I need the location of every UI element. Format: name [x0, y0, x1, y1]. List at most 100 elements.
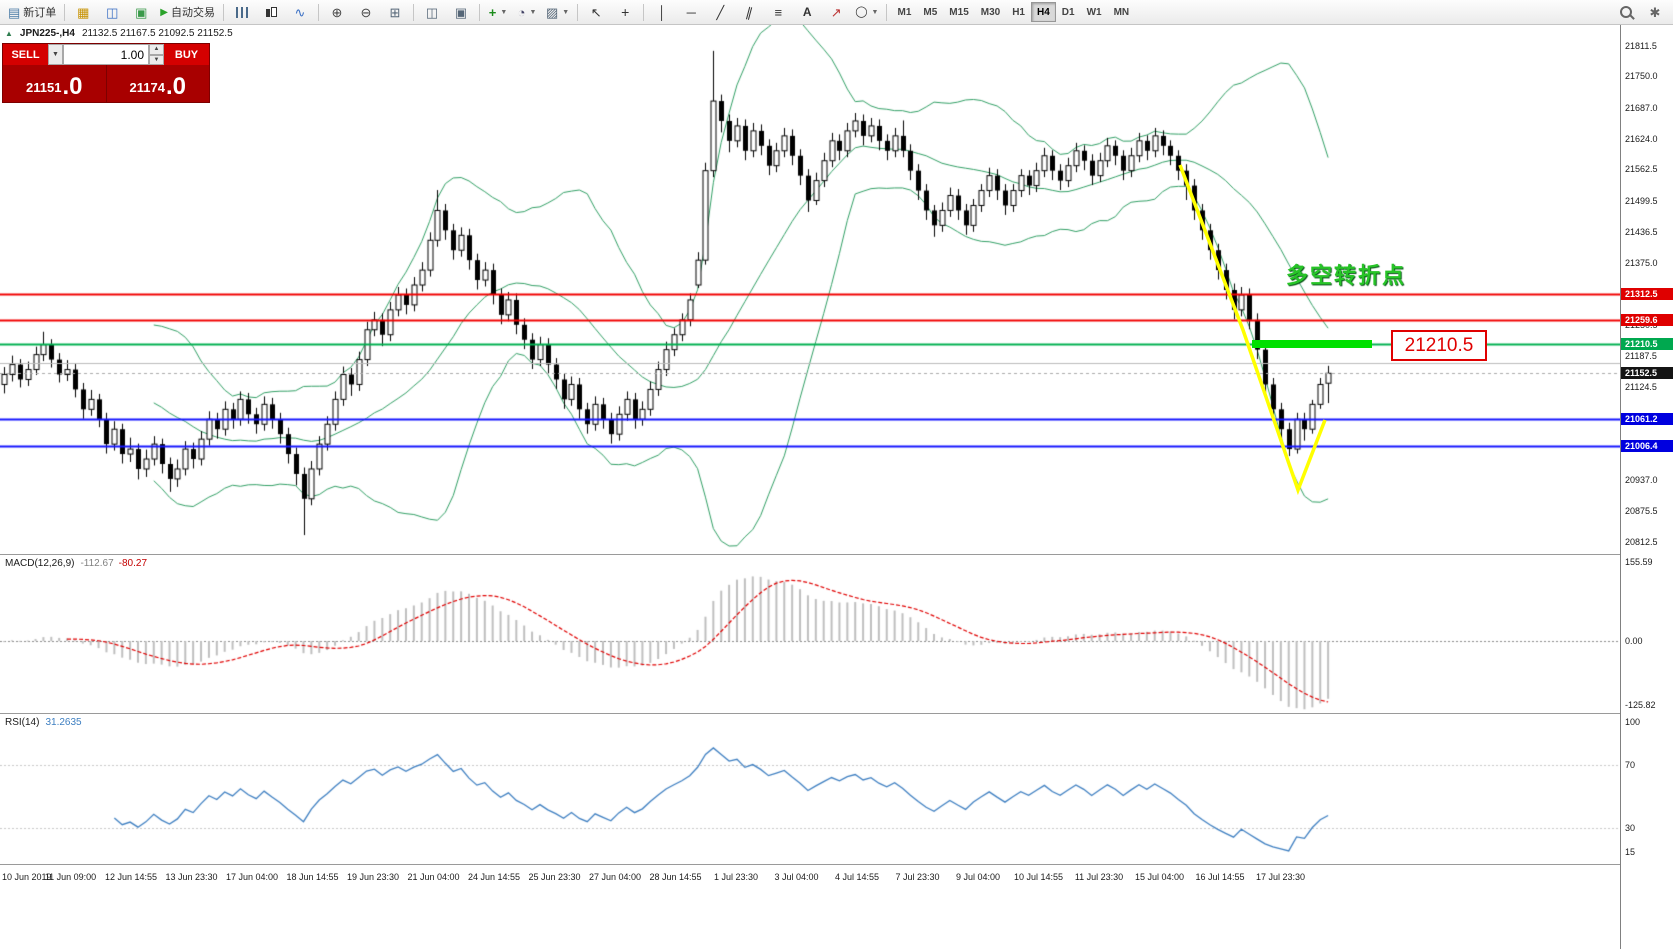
new-order-button[interactable]: ▤ 新订单 — [4, 1, 60, 23]
timeframe-group: M1 M5 M15 M30 H1 H4 D1 W1 MN — [891, 2, 1135, 22]
macd-axis-label: 155.59 — [1625, 557, 1653, 568]
auto-trading-button[interactable]: ▶ 自动交易 — [156, 1, 219, 23]
price-axis: 21811.5 21750.0 21687.0 21624.0 21562.5 21499… — [1620, 25, 1673, 949]
timeframe-button-m30[interactable]: M30 — [980, 6, 1001, 18]
macd-panel-separator[interactable] — [0, 554, 1673, 555]
time-axis-label: 9 Jul 04:00 — [955, 872, 1001, 882]
time-axis-label: 4 Jul 14:55 — [834, 872, 880, 882]
zoom-in-button[interactable]: ⊕ — [323, 1, 351, 23]
timeframe-button-h1[interactable]: H1 — [1012, 6, 1025, 18]
price-axis-label: 21187.5 — [1625, 350, 1657, 361]
volume-down-button[interactable]: ▼ — [149, 54, 164, 65]
macd-label: MACD(12,26,9) -112.67 -80.27 — [5, 558, 147, 569]
time-axis-separator — [0, 864, 1673, 865]
price-axis-label: 21687.0 — [1625, 102, 1658, 113]
text-tool-icon: A — [802, 5, 812, 19]
buy-price-box[interactable]: 21174 .0 — [105, 65, 209, 102]
price-level-badge: 21006.4 — [1621, 439, 1673, 452]
rsi-name: RSI(14) — [5, 717, 40, 728]
bar-chart-type-button[interactable] — [228, 1, 256, 23]
ohlc-values: 21132.5 21167.5 21092.5 21152.5 — [81, 28, 233, 39]
turning-point-text[interactable]: 多空转折点 — [1286, 263, 1407, 288]
trendline-tool[interactable]: ╱ — [706, 1, 734, 23]
search-button[interactable] — [1612, 1, 1640, 23]
navigator-button[interactable]: ◫ — [98, 1, 126, 23]
time-axis-label: 10 Jul 14:55 — [1013, 872, 1064, 882]
trendline-icon: ╱ — [716, 4, 725, 20]
price-level-badge: 21259.6 — [1621, 314, 1673, 327]
volume-up-button[interactable]: ▲ — [149, 44, 164, 55]
timeframe-button-m15[interactable]: M15 — [949, 6, 969, 18]
fibonacci-tool[interactable]: ≡ — [764, 1, 792, 23]
tile-windows-button[interactable]: ⊞ — [381, 1, 409, 23]
yellow-zigzag-line[interactable] — [1178, 164, 1327, 496]
market-watch-button[interactable]: ▦ — [69, 1, 97, 23]
vertical-line-tool[interactable]: │ — [648, 1, 676, 23]
clock-icon: ◔ — [517, 4, 526, 20]
time-axis: 10 Jun 2019 11 Jun 09:00 12 Jun 14:55 13 Ju… — [0, 866, 1620, 888]
main-chart-canvas[interactable] — [0, 25, 1620, 553]
horizontal-line-tool[interactable]: ─ — [677, 1, 705, 23]
indicators-button[interactable]: + ▼ — [484, 1, 512, 23]
arrange-windows-button[interactable]: ◫ — [418, 1, 446, 23]
zoom-in-icon: ⊕ — [331, 4, 343, 20]
arrow-tool[interactable]: ↗ — [822, 1, 850, 23]
price-axis-label: 21436.5 — [1625, 227, 1658, 238]
rsi-panel-canvas[interactable] — [0, 715, 1620, 863]
text-tool[interactable]: A — [793, 1, 821, 23]
price-axis-label: 21624.0 — [1625, 133, 1658, 144]
auto-trading-icon: ▶ — [160, 6, 168, 18]
price-level-badge: 21210.5 — [1621, 338, 1673, 351]
trend-annotation[interactable] — [0, 25, 1620, 553]
settings-button[interactable]: ✱ — [1641, 1, 1669, 23]
zoom-out-button[interactable]: ⊖ — [352, 1, 380, 23]
one-click-trade-panel: SELL ▼ ▲ ▼ BUY 21151 .0 21174 .0 — [2, 43, 210, 103]
price-axis-label: 21124.5 — [1625, 382, 1657, 393]
level-highlight-bar[interactable] — [1252, 340, 1372, 348]
zoom-out-icon: ⊖ — [360, 4, 372, 20]
time-axis-label: 7 Jul 23:30 — [895, 872, 940, 882]
price-axis-label: 20812.5 — [1625, 537, 1658, 548]
price-axis-label: 21811.5 — [1625, 40, 1657, 51]
time-axis-label: 12 Jun 14:55 — [104, 872, 158, 882]
separator — [577, 3, 579, 21]
cascade-windows-icon: ▣ — [454, 4, 468, 20]
macd-axis-label: -125.82 — [1625, 699, 1656, 710]
cascade-windows-button[interactable]: ▣ — [447, 1, 475, 23]
timeframe-button-m1[interactable]: M1 — [897, 6, 912, 18]
timeframe-button-m5[interactable]: M5 — [923, 6, 938, 18]
timeframe-button-mn[interactable]: MN — [1113, 6, 1130, 18]
bar-chart-icon — [236, 6, 248, 18]
shapes-tool[interactable]: ◯ ▼ — [851, 1, 882, 23]
candle-chart-type-button[interactable] — [257, 1, 285, 23]
timeframe-button-d1[interactable]: D1 — [1061, 6, 1075, 18]
cursor-icon: ↖ — [590, 4, 602, 20]
periods-button[interactable]: ◔ ▼ — [513, 1, 541, 23]
templates-button[interactable]: ▨ ▼ — [542, 1, 573, 23]
volume-input[interactable] — [63, 44, 149, 65]
time-axis-label: 13 Jun 23:30 — [165, 872, 218, 882]
rsi-panel-separator[interactable] — [0, 713, 1673, 714]
sell-options-caret[interactable]: ▼ — [48, 44, 63, 65]
level-price-label[interactable]: 21210.5 — [1391, 330, 1487, 361]
channel-tool[interactable]: ∥ — [735, 1, 763, 23]
settings-icon: ✱ — [1649, 4, 1661, 20]
sell-price-box[interactable]: 21151 .0 — [3, 65, 106, 102]
rsi-axis-label: 30 — [1625, 823, 1636, 834]
line-chart-type-button[interactable]: ∿ — [286, 1, 314, 23]
price-level-badge: 21152.5 — [1621, 367, 1673, 380]
crosshair-tool-button[interactable]: + — [611, 1, 639, 23]
new-order-label: 新订单 — [23, 7, 57, 19]
timeframe-button-w1[interactable]: W1 — [1086, 6, 1102, 18]
cursor-tool-button[interactable]: ↖ — [582, 1, 610, 23]
horizontal-line-icon: ─ — [686, 4, 696, 20]
sell-button[interactable]: SELL — [3, 44, 48, 65]
separator — [318, 3, 319, 21]
macd-panel-canvas[interactable] — [0, 556, 1620, 712]
crosshair-icon: + — [621, 4, 630, 20]
shapes-icon: ◯ — [855, 5, 868, 18]
buy-button[interactable]: BUY — [164, 44, 209, 65]
price-level-badge: 21061.2 — [1621, 412, 1673, 425]
timeframe-button-h4[interactable]: H4 — [1031, 2, 1056, 22]
terminal-button[interactable]: ▣ — [127, 1, 155, 23]
